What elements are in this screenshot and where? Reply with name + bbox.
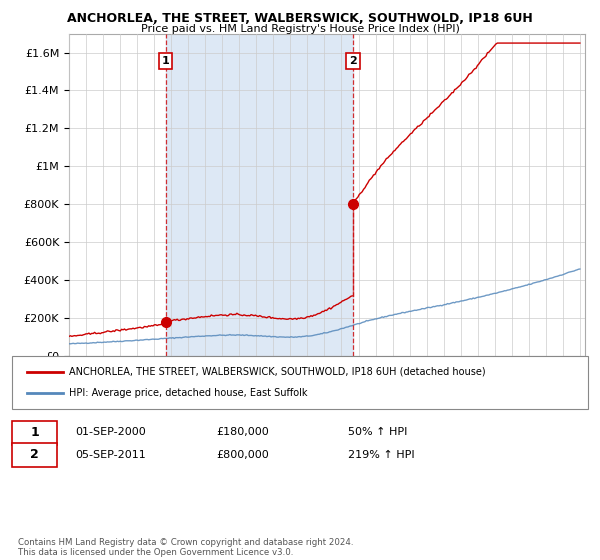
- Text: 01-SEP-2000: 01-SEP-2000: [75, 427, 146, 437]
- Text: 2: 2: [349, 56, 357, 66]
- Text: 1: 1: [161, 56, 169, 66]
- Text: HPI: Average price, detached house, East Suffolk: HPI: Average price, detached house, East…: [69, 388, 308, 398]
- Text: 1: 1: [31, 426, 39, 439]
- Text: 2: 2: [31, 448, 39, 461]
- Text: ANCHORLEA, THE STREET, WALBERSWICK, SOUTHWOLD, IP18 6UH: ANCHORLEA, THE STREET, WALBERSWICK, SOUT…: [67, 12, 533, 25]
- Text: Contains HM Land Registry data © Crown copyright and database right 2024.
This d: Contains HM Land Registry data © Crown c…: [18, 538, 353, 557]
- Bar: [166, 34, 353, 356]
- Text: 219% ↑ HPI: 219% ↑ HPI: [348, 450, 415, 460]
- Text: 50% ↑ HPI: 50% ↑ HPI: [348, 427, 407, 437]
- Text: £800,000: £800,000: [216, 450, 269, 460]
- Text: £180,000: £180,000: [216, 427, 269, 437]
- Text: Price paid vs. HM Land Registry's House Price Index (HPI): Price paid vs. HM Land Registry's House …: [140, 24, 460, 34]
- Text: 05-SEP-2011: 05-SEP-2011: [75, 450, 146, 460]
- Text: ANCHORLEA, THE STREET, WALBERSWICK, SOUTHWOLD, IP18 6UH (detached house): ANCHORLEA, THE STREET, WALBERSWICK, SOUT…: [69, 367, 485, 377]
